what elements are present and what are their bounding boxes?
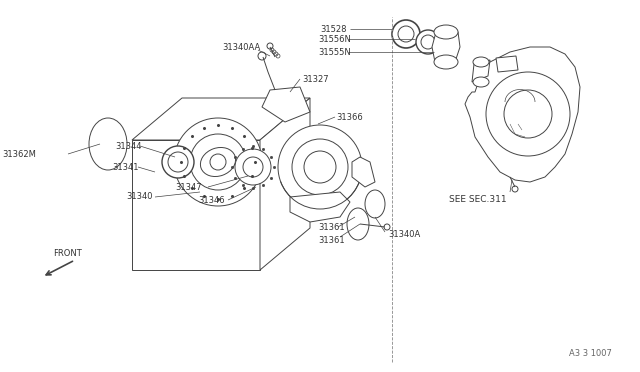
Text: 31361: 31361 xyxy=(318,222,344,231)
Text: 31346: 31346 xyxy=(198,196,225,205)
Polygon shape xyxy=(290,192,350,222)
Circle shape xyxy=(416,30,440,54)
Circle shape xyxy=(292,139,348,195)
Ellipse shape xyxy=(434,25,458,39)
Circle shape xyxy=(168,152,188,172)
Ellipse shape xyxy=(89,118,127,170)
Text: 31340: 31340 xyxy=(126,192,152,201)
Text: 31340A: 31340A xyxy=(388,230,420,238)
Circle shape xyxy=(512,186,518,192)
Ellipse shape xyxy=(365,190,385,218)
Circle shape xyxy=(210,154,226,170)
Circle shape xyxy=(258,52,266,60)
Circle shape xyxy=(267,43,273,49)
Text: 31528: 31528 xyxy=(320,25,346,33)
Circle shape xyxy=(190,134,246,190)
Polygon shape xyxy=(260,98,310,270)
Text: A3 3 1007: A3 3 1007 xyxy=(569,350,612,359)
Circle shape xyxy=(398,26,414,42)
Text: 31327: 31327 xyxy=(302,74,328,83)
Polygon shape xyxy=(465,47,580,182)
Circle shape xyxy=(235,149,271,185)
Polygon shape xyxy=(472,60,490,82)
Text: 31347: 31347 xyxy=(175,183,202,192)
Polygon shape xyxy=(352,157,375,187)
Circle shape xyxy=(384,224,390,230)
Text: 31366: 31366 xyxy=(336,112,363,122)
Circle shape xyxy=(174,118,262,206)
Polygon shape xyxy=(132,98,310,140)
Circle shape xyxy=(278,125,362,209)
Circle shape xyxy=(162,146,194,178)
Text: 31340AA: 31340AA xyxy=(222,42,260,51)
Text: 31362M: 31362M xyxy=(2,150,36,158)
Polygon shape xyxy=(496,56,518,72)
Text: 31556N: 31556N xyxy=(318,35,351,44)
Text: 31344: 31344 xyxy=(115,141,141,151)
Text: FRONT: FRONT xyxy=(53,250,82,259)
Ellipse shape xyxy=(473,57,489,67)
Ellipse shape xyxy=(434,55,458,69)
Circle shape xyxy=(504,90,552,138)
Text: 31361: 31361 xyxy=(318,235,344,244)
Circle shape xyxy=(392,20,420,48)
Ellipse shape xyxy=(473,77,489,87)
Circle shape xyxy=(486,72,570,156)
Circle shape xyxy=(243,157,263,177)
Polygon shape xyxy=(132,140,260,270)
Circle shape xyxy=(421,35,435,49)
Ellipse shape xyxy=(200,147,236,177)
Ellipse shape xyxy=(347,208,369,240)
Polygon shape xyxy=(432,32,460,62)
Text: SEE SEC.311: SEE SEC.311 xyxy=(449,195,507,203)
Circle shape xyxy=(304,151,336,183)
Text: 31555N: 31555N xyxy=(318,48,351,57)
Text: 31341: 31341 xyxy=(112,163,138,171)
Polygon shape xyxy=(262,87,310,122)
